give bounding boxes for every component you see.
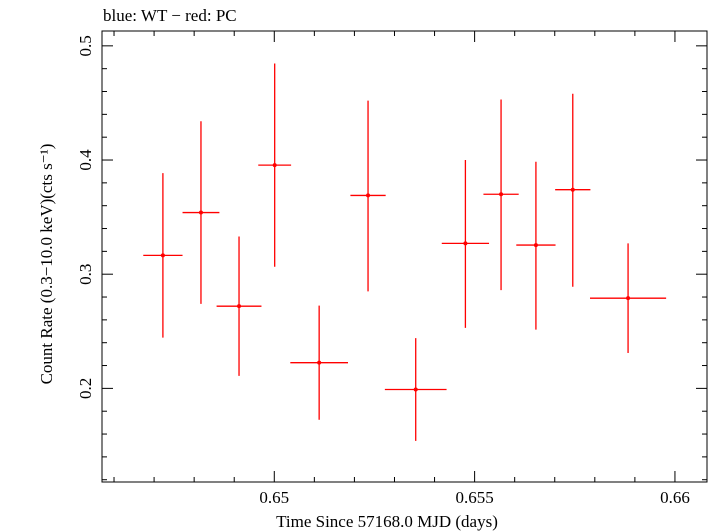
data-point	[143, 173, 183, 338]
data-marker	[499, 192, 504, 197]
data-point	[590, 243, 667, 353]
x-tick-label: 0.65	[259, 488, 289, 507]
axis-tick-labels: 0.65 0.655 0.66 0.2 0.3 0.4 0.5	[76, 35, 690, 507]
data-point	[483, 99, 519, 291]
data-marker	[413, 387, 418, 392]
data-marker	[626, 296, 631, 301]
data-point	[216, 236, 262, 376]
data-marker	[160, 253, 165, 258]
data-marker	[272, 163, 277, 168]
x-axis-label: Time Since 57168.0 MJD (days)	[276, 512, 498, 531]
y-axis-label: Count Rate (0.3−10.0 keV)(cts s⁻¹)	[37, 144, 56, 385]
data-point	[182, 121, 220, 304]
axis-ticks	[102, 31, 707, 482]
chart-title: blue: WT − red: PC	[103, 6, 237, 25]
data-marker	[533, 243, 538, 248]
data-marker	[570, 187, 575, 192]
plot-frame	[101, 30, 708, 483]
x-tick-label: 0.66	[660, 488, 690, 507]
x-tick-label: 0.655	[455, 488, 493, 507]
y-tick-label: 0.3	[76, 264, 95, 285]
data-point	[384, 338, 447, 441]
data-marker	[198, 210, 203, 215]
data-point	[441, 160, 490, 328]
y-tick-label: 0.4	[76, 149, 95, 171]
data-point	[516, 161, 556, 330]
y-tick-label: 0.2	[76, 378, 95, 399]
data-point	[290, 305, 349, 420]
y-tick-label: 0.5	[76, 35, 95, 56]
data-point	[258, 63, 292, 267]
data-point	[555, 93, 591, 287]
data-marker	[463, 241, 468, 246]
data-series-pc	[143, 63, 667, 441]
data-marker	[317, 360, 322, 365]
data-marker	[366, 193, 371, 198]
data-point	[350, 100, 386, 292]
data-marker	[237, 304, 242, 309]
